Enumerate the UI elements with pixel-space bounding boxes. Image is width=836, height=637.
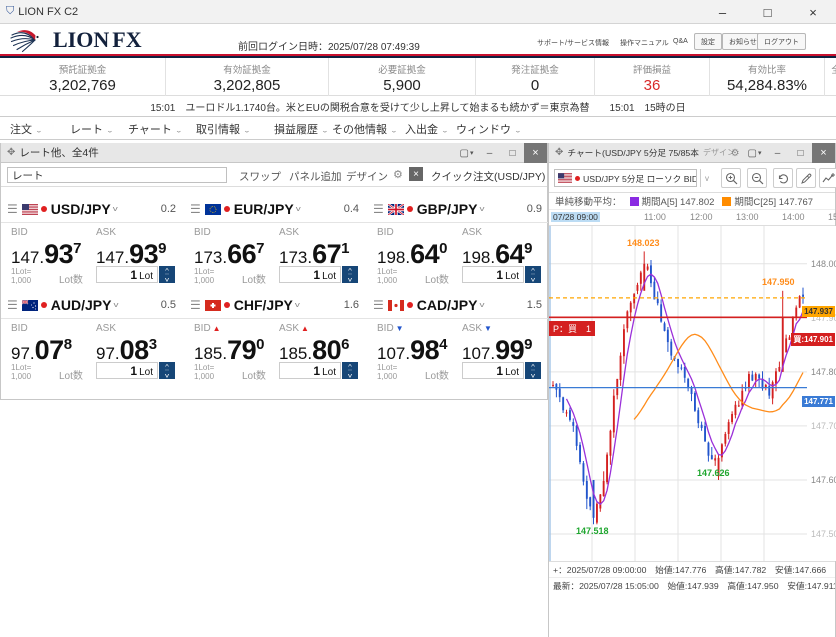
- svg-text:147.500: 147.500: [811, 529, 836, 539]
- svg-text:147.800: 147.800: [811, 367, 836, 377]
- svg-text:147.700: 147.700: [811, 421, 836, 431]
- svg-text:147.600: 147.600: [811, 475, 836, 485]
- svg-text:148.000: 148.000: [811, 259, 836, 269]
